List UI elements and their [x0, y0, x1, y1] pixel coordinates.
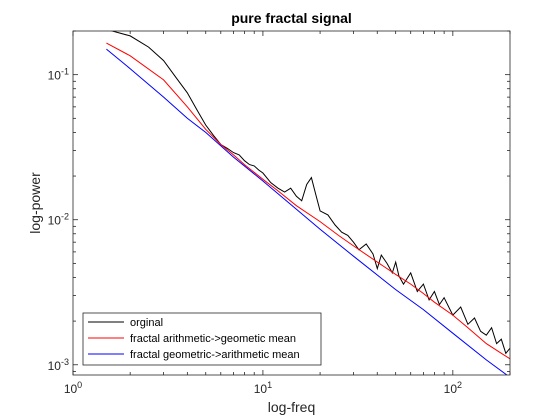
x-tick-label-0: 100 — [64, 380, 82, 396]
y-tick-label-0: 10-3 — [48, 357, 69, 373]
series-layer — [106, 31, 510, 375]
x-tick-label-2: 102 — [444, 380, 462, 396]
tick-layer: 100 101 102 10-3 10-2 10-1 — [48, 30, 511, 396]
series-line-2 — [106, 48, 508, 375]
plot-frame — [72, 30, 511, 376]
legend: orginal fractal arithmetic->geometic mean… — [82, 312, 322, 366]
legend-label-2: fractal geometric->arithmetic mean — [130, 349, 300, 361]
chart-title: pure fractal signal — [231, 10, 352, 26]
y-tick-label-1: 10-2 — [48, 212, 69, 228]
x-axis-label: log-freq — [268, 399, 315, 415]
y-axis-label: log-power — [27, 172, 43, 234]
legend-label-0: orginal — [130, 317, 163, 329]
series-line-1 — [106, 42, 510, 360]
legend-label-1: fractal arithmetic->geometic mean — [130, 333, 296, 345]
y-tick-label-2: 10-1 — [48, 67, 69, 83]
x-tick-label-1: 101 — [254, 380, 272, 396]
